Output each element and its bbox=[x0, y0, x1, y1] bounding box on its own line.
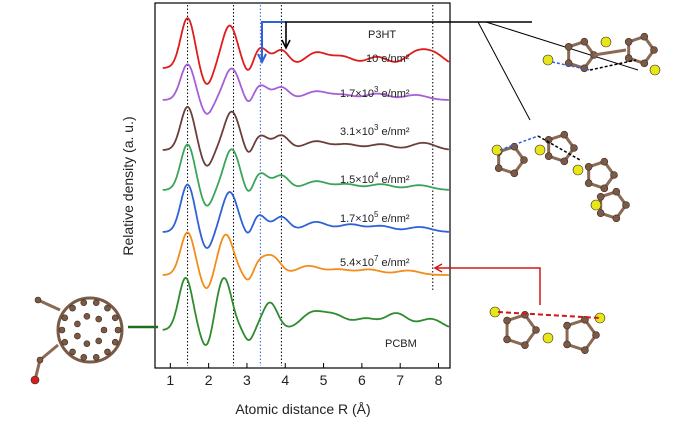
x-tick-label-5: 5 bbox=[320, 372, 328, 388]
series-line-6 bbox=[162, 276, 450, 346]
x-tick-label-3: 3 bbox=[243, 372, 251, 388]
x-tick-label-1: 1 bbox=[166, 372, 174, 388]
blue-marker-arrow bbox=[261, 21, 286, 60]
series-line-4 bbox=[162, 183, 449, 249]
series-group: 10 e/nm² 1.7×103 e/nm² 3.1×103 e/nm² 1.5×10… bbox=[162, 17, 450, 350]
x-tick-label-2: 2 bbox=[205, 372, 213, 388]
p3ht-label: P3HT bbox=[368, 29, 396, 41]
x-tick-label-6: 6 bbox=[358, 372, 366, 388]
x-tick-label-8: 8 bbox=[435, 372, 443, 388]
black-marker-arrow bbox=[285, 21, 532, 46]
series-line-0 bbox=[162, 17, 450, 85]
series-label-0: 10 e/nm² bbox=[366, 53, 410, 65]
molecule-illustrations bbox=[30, 32, 661, 385]
x-axis-label: Atomic distance R (Å) bbox=[235, 401, 370, 417]
series-label-2: 3.1×103 e/nm² bbox=[340, 123, 410, 138]
series-line-1 bbox=[162, 63, 449, 115]
x-tick-label-7: 7 bbox=[396, 372, 404, 388]
series-label-5: 5.4×107 e/nm² bbox=[340, 254, 410, 269]
x-tick-label-4: 4 bbox=[281, 372, 289, 388]
series-line-5 bbox=[162, 231, 449, 290]
plot-frame bbox=[154, 2, 451, 369]
x-axis-ticks: 1 2 3 4 5 6 7 8 bbox=[166, 363, 443, 388]
red-arrowhead bbox=[433, 263, 443, 273]
series-label-4: 1.7×105 e/nm² bbox=[340, 210, 410, 225]
black-arrowhead bbox=[281, 39, 291, 50]
y-axis-label: Relative density (a. u.) bbox=[120, 116, 136, 255]
red-connector bbox=[436, 267, 541, 305]
annotations bbox=[128, 21, 639, 329]
series-line-3 bbox=[162, 143, 449, 207]
series-label-6: PCBM bbox=[385, 338, 417, 350]
series-label-3: 1.5×104 e/nm² bbox=[340, 171, 410, 186]
pointer-line-2 bbox=[485, 21, 639, 71]
series-line-2 bbox=[162, 105, 449, 167]
blue-arrowhead bbox=[257, 53, 267, 65]
pointer-line-1 bbox=[477, 21, 531, 121]
series-label-1: 1.7×103 e/nm² bbox=[340, 85, 410, 100]
